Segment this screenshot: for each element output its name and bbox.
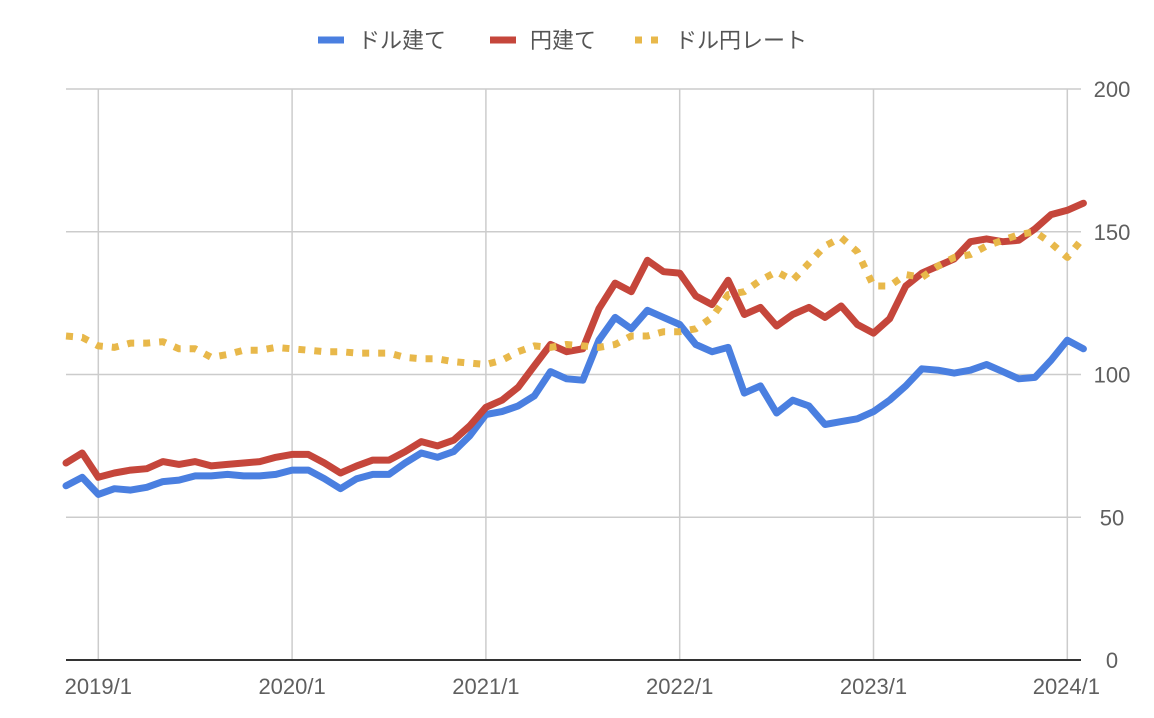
x-tick-label: 2023/1 (840, 674, 907, 699)
series-line-3 (65, 228, 1087, 368)
legend-label: 円建て (530, 29, 596, 54)
y-tick-label: 200 (1094, 77, 1131, 102)
chart-legend: ドル建て 円建て ドル円レート (318, 29, 807, 54)
y-tick-label: 50 (1100, 505, 1124, 530)
legend-item-1: ドル建て (318, 29, 446, 54)
x-tick-label: 2021/1 (452, 674, 519, 699)
legend-item-2: 円建て (490, 29, 596, 54)
legend-item-3: ドル円レート (635, 29, 807, 54)
x-tick-label: 2022/1 (646, 674, 713, 699)
series-line-2 (62, 199, 1087, 481)
gridlines (66, 88, 1081, 660)
y-tick-label: 0 (1106, 648, 1118, 673)
axes: 0 50 100 150 200 2019/1 2020/1 2021/1 2022/1 2023… (65, 77, 1131, 699)
x-tick-label: 2020/1 (258, 674, 325, 699)
x-tick-label: 2024/1 (1033, 674, 1100, 699)
x-tick-label: 2019/1 (65, 674, 132, 699)
legend-label: ドル建て (358, 29, 446, 54)
y-tick-label: 150 (1094, 220, 1131, 245)
legend-label: ドル円レート (675, 29, 807, 54)
series-group (62, 199, 1087, 498)
y-tick-label: 100 (1094, 363, 1131, 388)
series-line-1 (62, 306, 1087, 498)
